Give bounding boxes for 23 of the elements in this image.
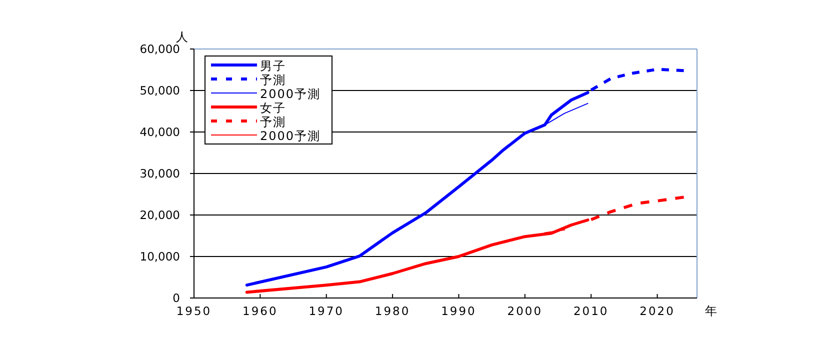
x-tick-label: 1980	[374, 304, 410, 318]
x-tick-label: 1970	[308, 304, 344, 318]
x-tick-label: 1990	[441, 304, 476, 318]
y-axis-title: 人	[176, 30, 188, 44]
legend-label: 2000予測	[260, 87, 321, 101]
legend-label: 予測	[260, 115, 286, 129]
x-tick-label: 2020	[640, 304, 675, 318]
y-tick-label: 0	[172, 291, 180, 305]
y-tick-label: 50,000	[140, 84, 180, 98]
y-tick-label: 10,000	[140, 250, 180, 264]
x-tick-label: 2010	[573, 304, 609, 318]
x-tick-label: 2000	[507, 304, 543, 318]
legend-label: 男子	[260, 59, 286, 73]
x-axis-title: 年	[705, 304, 717, 318]
y-tick-label: 40,000	[140, 125, 180, 139]
x-tick-label: 1960	[242, 304, 278, 318]
y-tick-label: 60,000	[140, 42, 180, 56]
y-tick-label: 30,000	[140, 166, 180, 180]
legend-label: 予測	[260, 73, 286, 87]
x-tick-label: 1950	[176, 304, 212, 318]
legend-label: 2000予測	[260, 129, 321, 143]
legend-label: 女子	[260, 101, 286, 115]
y-tick-label: 20,000	[140, 208, 180, 222]
